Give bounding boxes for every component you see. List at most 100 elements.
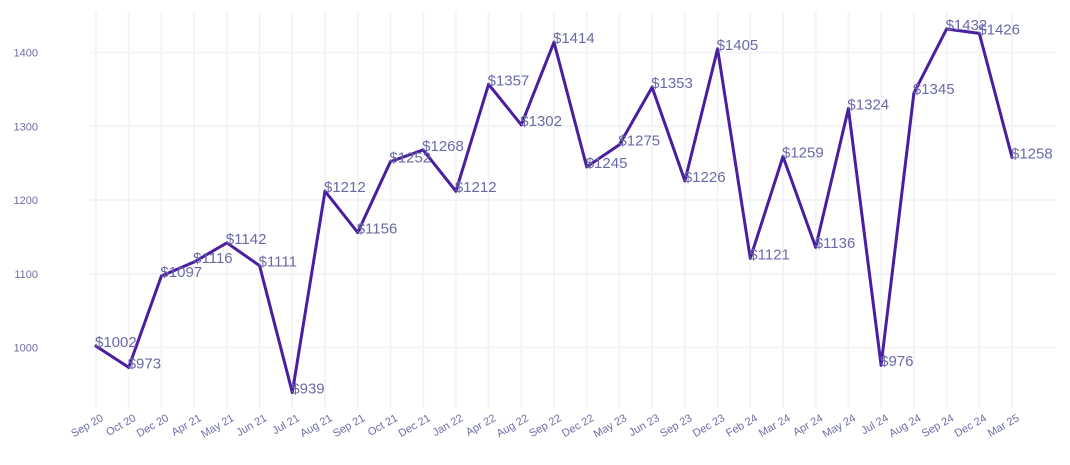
data-point — [94, 344, 98, 348]
data-point — [1010, 155, 1014, 159]
y-tick-label: 1100 — [14, 269, 38, 281]
y-tick-label: 1300 — [14, 121, 38, 133]
data-point — [519, 123, 523, 127]
data-point — [159, 274, 163, 278]
x-tick-label: Dec 23 — [691, 412, 727, 440]
vertical-grid — [95, 12, 1013, 408]
data-label: $1353 — [651, 75, 693, 92]
data-point — [977, 31, 981, 35]
y-tick-label: 1000 — [14, 343, 38, 355]
data-point — [748, 256, 752, 260]
y-tick-label: 1200 — [14, 195, 38, 207]
data-point — [290, 391, 294, 395]
x-tick-label: Apr 22 — [464, 412, 498, 439]
data-point — [454, 189, 458, 193]
data-point — [323, 189, 327, 193]
data-label: $1252 — [389, 150, 431, 167]
data-point — [781, 155, 785, 159]
x-tick-label: Jan 22 — [431, 412, 466, 439]
x-tick-label: Sep 21 — [331, 412, 367, 440]
x-tick-label: May 24 — [821, 412, 858, 440]
data-point — [716, 47, 720, 51]
x-tick-label: Aug 24 — [887, 412, 923, 440]
x-tick-label: Sep 20 — [69, 412, 105, 440]
horizontal-grid — [90, 51, 1056, 349]
data-label: $1212 — [455, 179, 497, 196]
data-label: $1275 — [618, 133, 660, 150]
x-tick-label: May 21 — [199, 412, 236, 440]
data-point — [814, 245, 818, 249]
x-tick-label: Feb 24 — [724, 412, 760, 440]
data-label: $1324 — [847, 97, 889, 114]
x-tick-label: Jun 21 — [234, 412, 269, 439]
x-tick-label: Aug 21 — [298, 412, 334, 440]
data-point — [388, 160, 392, 164]
data-label: $1226 — [684, 169, 726, 186]
data-point — [650, 85, 654, 89]
data-point — [421, 148, 425, 152]
x-tick-label: Dec 21 — [396, 412, 432, 440]
data-point — [912, 91, 916, 95]
x-tick-label: Oct 21 — [366, 412, 400, 439]
x-tick-label: Sep 23 — [658, 412, 694, 440]
x-tick-label: Oct 20 — [104, 412, 138, 439]
data-point — [879, 363, 883, 367]
x-tick-label: Dec 22 — [560, 412, 596, 440]
data-point — [356, 230, 360, 234]
x-tick-label: Jul 21 — [270, 412, 301, 437]
x-tick-label: Aug 22 — [495, 412, 531, 440]
data-point — [683, 179, 687, 183]
y-tick-label: 1400 — [14, 48, 38, 60]
data-label: $1405 — [717, 37, 759, 54]
x-tick-label: Sep 24 — [920, 412, 956, 440]
data-label: $1345 — [913, 81, 955, 98]
data-label: $1258 — [1011, 145, 1053, 162]
data-point — [945, 27, 949, 31]
data-label: $976 — [880, 353, 913, 370]
data-point — [846, 107, 850, 111]
data-label: $1142 — [226, 231, 267, 248]
data-point — [487, 82, 491, 86]
x-tick-label: Apr 24 — [791, 412, 825, 439]
data-point — [552, 40, 556, 44]
data-label: $1136 — [815, 235, 856, 252]
data-label: $1426 — [978, 21, 1020, 38]
x-tick-label: May 23 — [592, 412, 629, 440]
data-label: $1097 — [160, 264, 202, 281]
data-point — [225, 241, 229, 245]
data-point — [258, 264, 262, 268]
data-label: $1121 — [749, 246, 790, 263]
data-label: $1357 — [488, 72, 530, 89]
x-tick-label: Jul 24 — [859, 412, 890, 437]
data-point — [585, 165, 589, 169]
data-label: $1414 — [553, 30, 595, 47]
data-label: $1268 — [422, 138, 464, 155]
data-label: $1111 — [259, 254, 297, 271]
x-tick-label: Sep 22 — [527, 412, 563, 440]
data-label: $1116 — [193, 250, 233, 267]
data-label: $1302 — [520, 113, 562, 130]
data-label: $939 — [291, 381, 324, 398]
data-label: $1002 — [95, 334, 137, 351]
data-label: $1259 — [782, 145, 824, 162]
series-group — [94, 27, 1014, 395]
data-label: $1156 — [357, 220, 398, 237]
x-tick-label: Apr 21 — [170, 412, 204, 439]
data-label: $1212 — [324, 179, 366, 196]
data-label: $1432 — [946, 17, 988, 34]
x-tick-label: Dec 24 — [953, 412, 989, 440]
x-tick-label: Jun 23 — [627, 412, 662, 439]
data-label: $973 — [128, 355, 161, 372]
y-axis: 1000 1100 1200 1300 1400 — [14, 48, 38, 355]
data-label: $1245 — [586, 155, 628, 172]
x-tick-label: Dec 20 — [135, 412, 171, 440]
data-point — [127, 365, 131, 369]
x-tick-label: Mar 25 — [986, 412, 1022, 440]
data-point — [617, 143, 621, 147]
x-tick-label: Mar 24 — [757, 412, 793, 440]
data-labels: $1002 $973 $1097$1116 $1142 $1111 $939 $1212 $1… — [95, 17, 1053, 398]
data-point — [192, 260, 196, 264]
